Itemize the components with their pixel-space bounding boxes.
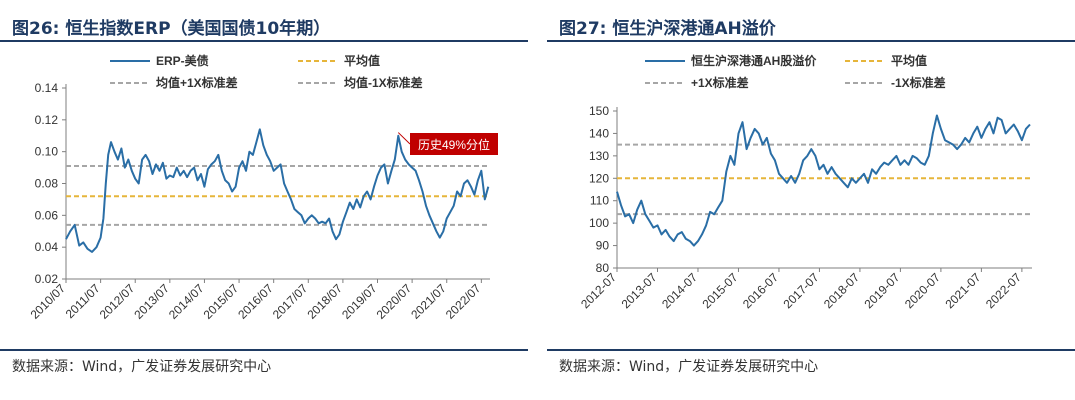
right-x-tick-label: 2015-07 <box>700 270 741 311</box>
left-legend-label: 平均值 <box>344 53 380 68</box>
right-legend-label: -1X标准差 <box>891 75 946 90</box>
left-legend-label: 均值+1X标准差 <box>156 75 238 90</box>
right-x-tick-label: 2021-07 <box>942 270 983 311</box>
left-chart-title: 图26: 恒生指数ERP（美国国债10年期） <box>12 19 331 39</box>
left-y-tick-label: 0.14 <box>35 81 59 95</box>
right-legend-label: +1X标准差 <box>691 75 749 90</box>
right-x-tick-label: 2016-07 <box>740 270 781 311</box>
left-legend-label: 均值-1X标准差 <box>344 75 423 90</box>
left-title-rule <box>0 40 528 42</box>
right-chart-panel: 图27: 恒生沪深港通AH溢价 80 90 100 110 120 130 140 150 20… <box>547 0 1075 400</box>
left-chart-panel: 图26: 恒生指数ERP（美国国债10年期） 0.02 0.04 0.06 0.08 0… <box>0 0 528 400</box>
right-y-tick-label: 90 <box>596 239 610 253</box>
left-x-tick-label: 2018/07 <box>304 281 345 322</box>
right-x-tick-label: 2020-07 <box>902 270 943 311</box>
right-y-tick-label: 140 <box>589 126 609 140</box>
right-y-tick-label: 110 <box>590 194 609 208</box>
right-x-tick-label: 2012-07 <box>578 270 619 311</box>
left-x-tick-label: 2011/07 <box>63 281 103 321</box>
left-y-tick-label: 0.06 <box>35 208 59 222</box>
right-y-tick-label: 100 <box>589 216 609 230</box>
right-x-tick-label: 2014-07 <box>659 270 700 311</box>
left-x-tick-label: 2020/07 <box>374 281 415 322</box>
left-y-tick-label: 0.08 <box>35 177 59 191</box>
annotation-box <box>410 133 498 155</box>
right-y-tick-label: 150 <box>589 104 609 118</box>
right-source-note: 数据来源：Wind，广发证券发展研究中心 <box>559 359 819 375</box>
left-legend-label: ERP-美债 <box>156 53 209 68</box>
annotation-pointer <box>397 132 411 145</box>
left-x-tick-label: 2014/07 <box>166 281 207 322</box>
left-y-tick-label: 0.02 <box>35 272 59 286</box>
left-x-tick-label: 2012/07 <box>97 281 138 322</box>
left-y-tick-label: 0.10 <box>35 145 59 159</box>
left-series-line <box>65 128 490 253</box>
right-y-tick-label: 120 <box>589 171 609 185</box>
left-x-tick-label: 2013/07 <box>131 281 172 322</box>
right-title-rule <box>547 40 1075 42</box>
right-x-tick-label: 2019-07 <box>861 270 902 311</box>
left-x-tick-label: 2010/07 <box>28 281 69 322</box>
left-x-tick-label: 2019/07 <box>339 281 380 322</box>
right-x-tick-label: 2018-07 <box>821 270 862 311</box>
annotation-label: 历史49%分位 <box>418 137 490 152</box>
right-x-tick-label: 2022-07 <box>983 270 1024 311</box>
left-source-note: 数据来源：Wind，广发证券发展研究中心 <box>12 359 272 375</box>
left-chart-svg: 0.02 0.04 0.06 0.08 0.10 0.12 0.14 2010/072011/… <box>28 53 498 322</box>
right-source-rule <box>547 349 1075 351</box>
right-chart-title: 图27: 恒生沪深港通AH溢价 <box>559 19 776 39</box>
left-y-tick-label: 0.12 <box>35 113 59 127</box>
left-x-tick-label: 2016/07 <box>235 281 276 322</box>
right-x-tick-label: 2017-07 <box>781 270 822 311</box>
right-legend-label: 平均值 <box>891 53 927 68</box>
right-y-tick-label: 80 <box>596 261 610 275</box>
left-x-tick-label: 2017/07 <box>270 281 311 322</box>
right-chart-svg: 80 90 100 110 120 130 140 150 2012-07 2013-07 2014… <box>578 53 1032 311</box>
right-x-tick-label: 2013-07 <box>619 270 660 311</box>
left-x-tick-label: 2021/07 <box>408 281 449 322</box>
right-y-tick-label: 130 <box>589 149 609 163</box>
right-legend-label: 恒生沪深港通AH股溢价 <box>691 53 817 68</box>
right-series-line <box>616 114 1031 247</box>
left-x-tick-label: 2015/07 <box>201 281 242 322</box>
left-y-tick-label: 0.04 <box>35 240 59 254</box>
left-x-tick-label: 2022/07 <box>443 281 484 322</box>
left-source-rule <box>0 349 528 351</box>
